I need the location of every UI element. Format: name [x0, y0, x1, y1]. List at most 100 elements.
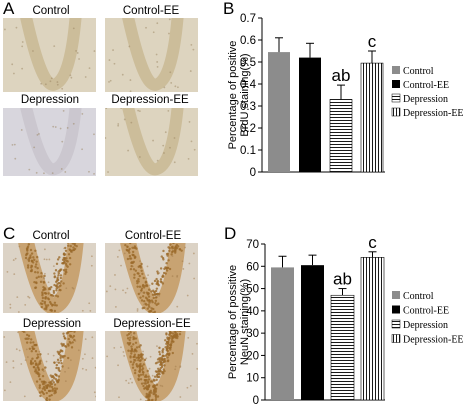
micrograph-a-2 [105, 18, 198, 92]
micrograph-label: Control-EE [124, 230, 182, 242]
legend-swatch [391, 93, 401, 103]
neun-cell [58, 282, 62, 285]
background-cell [77, 349, 80, 352]
background-cell [34, 266, 37, 269]
brdu-cell [123, 118, 126, 121]
neun-cell [69, 245, 72, 248]
neun-cell [50, 393, 53, 397]
background-cell [64, 261, 67, 264]
neun-cell [170, 334, 173, 338]
neun-cell [152, 296, 155, 300]
background-cell [71, 286, 74, 289]
background-cell [145, 382, 148, 384]
background-cell [158, 369, 161, 371]
brdu-cell [51, 172, 54, 175]
neun-cell [54, 373, 57, 376]
neun-cell [41, 291, 44, 294]
brdu-cell [52, 125, 55, 128]
neun-cell [131, 363, 135, 366]
neun-cell [132, 246, 136, 250]
background-cell [192, 252, 195, 255]
neun-cell [55, 289, 58, 292]
background-cell [142, 350, 144, 353]
background-cell [9, 381, 12, 384]
background-cell [64, 253, 67, 255]
neun-cell [165, 349, 169, 352]
neun-cell [34, 350, 38, 353]
background-cell [156, 345, 158, 348]
neun-cell [161, 354, 165, 357]
y-tick-label: 70 [246, 239, 259, 251]
neun-cell [144, 296, 148, 299]
significance-label: c [368, 32, 377, 51]
neun-cell [178, 248, 182, 251]
neun-cell [172, 336, 175, 339]
neun-cell [147, 299, 150, 302]
neun-cell [50, 375, 54, 379]
brdu-cell [28, 168, 31, 171]
neun-cell [149, 389, 152, 392]
neun-cell [158, 346, 161, 350]
background-cell [42, 370, 45, 373]
y-tick-label: 0.7 [240, 13, 256, 25]
neun-cell [134, 269, 138, 272]
micrograph-image [3, 108, 96, 176]
neun-cell [26, 252, 29, 255]
neun-cell [146, 369, 149, 373]
background-cell [136, 309, 139, 312]
brdu-cell [33, 146, 36, 149]
neun-cell [53, 389, 57, 393]
neun-cell [133, 350, 136, 353]
neun-cell [156, 279, 160, 283]
y-tick-label: 0 [253, 395, 259, 404]
neun-cell [32, 341, 35, 344]
background-cell [38, 350, 41, 353]
neun-cell [151, 293, 155, 297]
brdu-cell [93, 172, 95, 175]
neun-cell [134, 341, 138, 344]
neun-cell [141, 272, 144, 276]
neun-cell [67, 337, 70, 341]
neun-cell [61, 258, 65, 262]
neun-cell [126, 337, 130, 340]
background-cell [146, 265, 149, 268]
brdu-cell [190, 44, 193, 46]
brdu-cell [145, 26, 147, 29]
neun-cell [50, 385, 54, 389]
neun-cell [49, 293, 53, 297]
brdu-cell [188, 121, 191, 123]
neun-cell [42, 280, 46, 284]
neun-cell [48, 394, 51, 398]
neun-cell [171, 351, 175, 355]
neun-cell [41, 296, 45, 300]
granule-layer [20, 108, 82, 176]
y-tick-label: 0.5 [240, 57, 256, 69]
legend-label: Control [403, 66, 434, 77]
neun-cell [40, 380, 44, 383]
neun-cell [139, 362, 142, 366]
neun-cell [34, 286, 38, 289]
background-cell [84, 353, 86, 356]
neun-cell [151, 282, 154, 285]
neun-cell [57, 274, 60, 277]
neun-cell [159, 362, 163, 365]
neun-cell [128, 251, 131, 254]
legend-label: Depression [403, 320, 448, 331]
neun-cell [24, 256, 28, 260]
micrograph-c-4 [105, 331, 198, 401]
background-cell [81, 309, 84, 312]
background-cell [63, 247, 66, 250]
background-cell [114, 306, 117, 308]
brdu-cell [61, 140, 64, 143]
neun-cell [26, 266, 30, 269]
neun-cell [39, 394, 42, 398]
brdu-cell [152, 31, 155, 34]
micrograph-image [3, 18, 96, 92]
neun-cell [49, 308, 52, 312]
neun-cell [147, 375, 150, 378]
y-tick-label: 0.3 [240, 101, 256, 113]
neun-cell [61, 344, 64, 347]
neun-cell [41, 368, 44, 371]
brdu-cell [53, 45, 56, 48]
bar-control [268, 52, 290, 172]
